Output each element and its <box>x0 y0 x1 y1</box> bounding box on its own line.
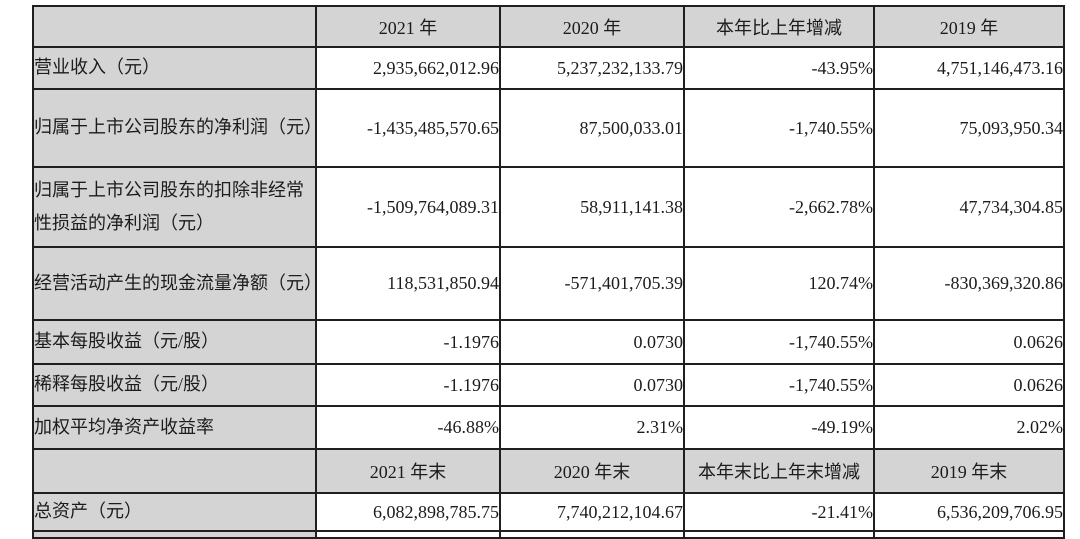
value-cell: -2,662.78% <box>683 166 875 248</box>
value-cell: 75,093,950.34 <box>873 88 1065 168</box>
value-cell: 2,935,662,012.96 <box>315 46 501 90</box>
row-label-cell: 经营活动产生的现金流量净额（元） <box>32 246 317 321</box>
header-cell-2019-year-end: 2019 年末 <box>873 448 1065 494</box>
value-cell: 2.31% <box>499 405 685 450</box>
table-row-total-assets: 总资产（元） 6,082,898,785.75 7,740,212,104.67… <box>32 492 1065 532</box>
value-cell: 6,536,209,706.95 <box>873 492 1065 532</box>
value-cell: 2.02% <box>873 405 1065 450</box>
table-row-operating-revenue: 营业收入（元） 2,935,662,012.96 5,237,232,133.7… <box>32 46 1065 90</box>
table-row-partial-clipped <box>32 530 1065 539</box>
value-cell: 58,911,141.38 <box>499 166 685 248</box>
value-cell: 47,734,304.85 <box>873 166 1065 248</box>
header-cell-2019: 2019 年 <box>873 5 1065 48</box>
header-cell-yoy-change: 本年比上年增减 <box>683 5 875 48</box>
value-cell <box>683 530 875 539</box>
value-cell: -49.19% <box>683 405 875 450</box>
header-corner-cell <box>32 5 317 48</box>
row-label-cell: 营业收入（元） <box>32 46 317 90</box>
value-cell: -46.88% <box>315 405 501 450</box>
value-cell: -1,740.55% <box>683 363 875 407</box>
value-cell: -1.1976 <box>315 319 501 365</box>
value-cell: 120.74% <box>683 246 875 321</box>
header-cell-year-end-change: 本年末比上年末增减 <box>683 448 875 494</box>
value-cell: -1,740.55% <box>683 88 875 168</box>
value-cell: 0.0626 <box>873 319 1065 365</box>
value-cell <box>315 530 501 539</box>
value-cell: -1,509,764,089.31 <box>315 166 501 248</box>
table-row-net-profit-attributable: 归属于上市公司股东的净利润（元） -1,435,485,570.65 87,50… <box>32 88 1065 168</box>
value-cell: 4,751,146,473.16 <box>873 46 1065 90</box>
value-cell: 87,500,033.01 <box>499 88 685 168</box>
value-cell: -571,401,705.39 <box>499 246 685 321</box>
row-label-cell: 归属于上市公司股东的扣除非经常性损益的净利润（元） <box>32 166 317 248</box>
value-cell: -21.41% <box>683 492 875 532</box>
header-corner-cell <box>32 448 317 494</box>
value-cell: 0.0730 <box>499 363 685 407</box>
value-cell: 0.0626 <box>873 363 1065 407</box>
value-cell: -830,369,320.86 <box>873 246 1065 321</box>
value-cell <box>873 530 1065 539</box>
value-cell: -1,740.55% <box>683 319 875 365</box>
value-cell <box>499 530 685 539</box>
value-cell: -1,435,485,570.65 <box>315 88 501 168</box>
table-row-basic-eps: 基本每股收益（元/股） -1.1976 0.0730 -1,740.55% 0.… <box>32 319 1065 365</box>
value-cell: 7,740,212,104.67 <box>499 492 685 532</box>
row-label-cell: 基本每股收益（元/股） <box>32 319 317 365</box>
table-row-net-profit-excl-nonrecurring: 归属于上市公司股东的扣除非经常性损益的净利润（元） -1,509,764,089… <box>32 166 1065 248</box>
row-label-cell: 总资产（元） <box>32 492 317 532</box>
table-row-diluted-eps: 稀释每股收益（元/股） -1.1976 0.0730 -1,740.55% 0.… <box>32 363 1065 407</box>
value-cell: 5,237,232,133.79 <box>499 46 685 90</box>
row-label-cell: 稀释每股收益（元/股） <box>32 363 317 407</box>
value-cell: -1.1976 <box>315 363 501 407</box>
table-header-row-annual: 2021 年 2020 年 本年比上年增减 2019 年 <box>32 5 1065 48</box>
header-cell-2020-year-end: 2020 年末 <box>499 448 685 494</box>
value-cell: 0.0730 <box>499 319 685 365</box>
row-label-cell: 加权平均净资产收益率 <box>32 405 317 450</box>
header-cell-2021: 2021 年 <box>315 5 501 48</box>
value-cell: 118,531,850.94 <box>315 246 501 321</box>
table-header-row-year-end: 2021 年末 2020 年末 本年末比上年末增减 2019 年末 <box>32 448 1065 494</box>
header-cell-2021-year-end: 2021 年末 <box>315 448 501 494</box>
row-label-cell: 归属于上市公司股东的净利润（元） <box>32 88 317 168</box>
row-label-cell <box>32 530 317 539</box>
value-cell: -43.95% <box>683 46 875 90</box>
value-cell: 6,082,898,785.75 <box>315 492 501 532</box>
table-row-operating-cash-flow: 经营活动产生的现金流量净额（元） 118,531,850.94 -571,401… <box>32 246 1065 321</box>
financial-summary-table: 2021 年 2020 年 本年比上年增减 2019 年 营业收入（元） 2,9… <box>32 5 1065 539</box>
header-cell-2020: 2020 年 <box>499 5 685 48</box>
table-row-weighted-avg-roe: 加权平均净资产收益率 -46.88% 2.31% -49.19% 2.02% <box>32 405 1065 450</box>
